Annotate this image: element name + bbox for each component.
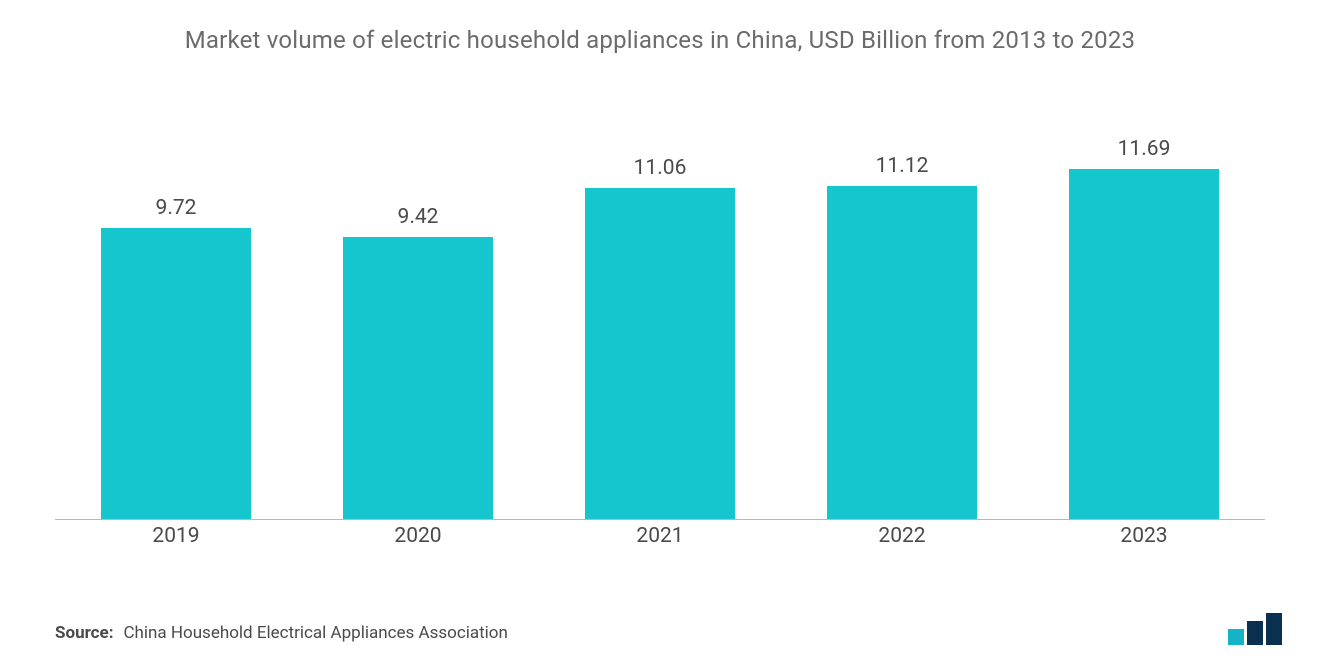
bars-group: 9.72 9.42 11.06 11.12 11.69: [55, 100, 1265, 520]
chart-container: Market volume of electric household appl…: [0, 0, 1320, 665]
x-axis-label: 2021: [539, 524, 781, 548]
brand-logo: [1228, 613, 1286, 645]
bar-value-label: 11.06: [634, 156, 687, 180]
bar-slot: 11.69: [1023, 100, 1265, 520]
bar-rect: [101, 228, 251, 520]
x-axis-label: 2019: [55, 524, 297, 548]
bar-value-label: 9.72: [156, 196, 197, 220]
plot-area: 9.72 9.42 11.06 11.12 11.69: [55, 100, 1265, 520]
chart-title: Market volume of electric household appl…: [0, 0, 1320, 54]
bar-slot: 9.72: [55, 100, 297, 520]
x-axis-baseline: [55, 519, 1265, 520]
x-axis-label: 2023: [1023, 524, 1265, 548]
source-line: Source: China Household Electrical Appli…: [55, 623, 508, 643]
x-axis-label: 2022: [781, 524, 1023, 548]
bar-value-label: 11.69: [1118, 137, 1171, 161]
x-axis-labels: 2019 2020 2021 2022 2023: [55, 524, 1265, 548]
logo-bar-3: [1266, 613, 1282, 645]
source-text: China Household Electrical Appliances As…: [123, 623, 507, 643]
logo-icon: [1228, 613, 1286, 645]
bar-rect: [827, 186, 977, 520]
logo-bar-2: [1247, 621, 1263, 645]
logo-bar-1: [1228, 629, 1244, 645]
bar-rect: [1069, 169, 1219, 520]
bar-value-label: 11.12: [876, 154, 929, 178]
bar-rect: [343, 237, 493, 520]
bar-slot: 9.42: [297, 100, 539, 520]
bar-slot: 11.06: [539, 100, 781, 520]
bar-rect: [585, 188, 735, 520]
x-axis-label: 2020: [297, 524, 539, 548]
bar-value-label: 9.42: [398, 205, 439, 229]
bar-slot: 11.12: [781, 100, 1023, 520]
source-label: Source:: [55, 623, 113, 643]
